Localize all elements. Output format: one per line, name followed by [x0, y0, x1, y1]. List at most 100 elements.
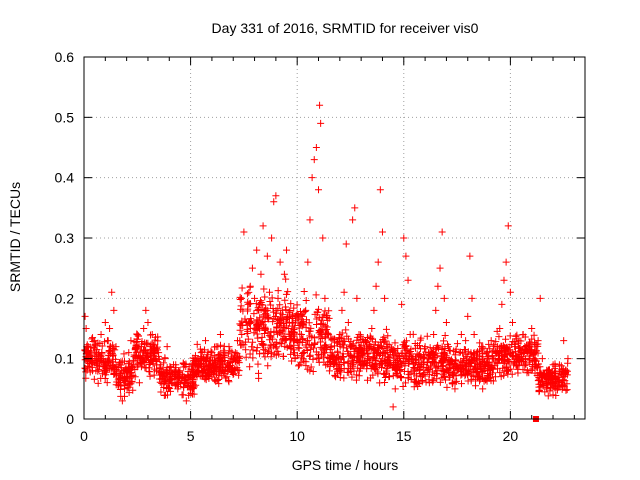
data-point: [488, 362, 496, 370]
data-point: [359, 361, 367, 369]
data-point: [308, 333, 316, 341]
data-point: [194, 362, 202, 370]
data-point: [276, 301, 284, 309]
data-point: [436, 264, 444, 272]
data-point: [141, 364, 149, 372]
data-point: [413, 379, 421, 387]
data-point: [436, 378, 444, 386]
data-point: [349, 354, 357, 362]
data-point: [187, 385, 195, 393]
data-point: [221, 349, 229, 357]
data-point: [298, 353, 306, 361]
data-point: [193, 373, 201, 381]
data-point: [150, 371, 158, 379]
data-point: [336, 361, 344, 369]
data-point: [455, 349, 463, 357]
data-point: [421, 343, 429, 351]
data-point: [508, 352, 516, 360]
data-point: [302, 343, 310, 351]
data-point: [121, 385, 129, 393]
data-point: [449, 379, 457, 387]
data-point: [440, 337, 448, 345]
data-point: [293, 301, 301, 309]
data-point: [300, 349, 308, 357]
data-point: [402, 252, 410, 260]
data-point: [290, 332, 298, 340]
data-point: [91, 337, 99, 345]
data-point: [494, 343, 502, 351]
data-point: [171, 381, 179, 389]
data-point: [282, 290, 290, 298]
data-point: [549, 391, 557, 399]
data-point: [540, 373, 548, 381]
data-point: [259, 222, 267, 230]
data-point: [422, 378, 430, 386]
data-point: [389, 403, 397, 411]
data-point: [534, 337, 542, 345]
data-point: [480, 375, 488, 383]
data-point: [289, 318, 297, 326]
data-point: [432, 306, 440, 314]
x-tick-label: 10: [289, 428, 305, 444]
data-point: [165, 384, 173, 392]
data-point: [381, 378, 389, 386]
data-point: [305, 327, 313, 335]
data-point: [420, 358, 428, 366]
data-point: [208, 349, 216, 357]
data-point: [83, 348, 91, 356]
data-point: [282, 275, 290, 283]
data-point: [285, 325, 293, 332]
data-point: [116, 379, 124, 387]
data-point: [146, 368, 154, 376]
data-point: [382, 325, 390, 333]
data-point: [467, 350, 475, 358]
data-point: [132, 338, 140, 346]
data-point: [236, 355, 244, 363]
data-point: [223, 373, 231, 381]
data-point: [321, 342, 329, 350]
data-point: [316, 101, 324, 109]
data-point: [274, 347, 282, 355]
data-point: [235, 367, 243, 375]
data-point: [315, 358, 323, 366]
data-point: [537, 383, 545, 391]
data-point: [539, 377, 547, 385]
data-point: [206, 361, 214, 369]
data-point: [146, 343, 154, 351]
data-point: [420, 351, 428, 359]
data-point: [321, 322, 329, 330]
data-point: [236, 293, 244, 301]
data-point: [370, 306, 378, 314]
data-point: [136, 359, 144, 367]
data-point: [317, 119, 325, 127]
data-point: [94, 379, 102, 387]
data-point: [246, 363, 254, 371]
data-point: [319, 353, 327, 361]
data-point: [471, 351, 479, 359]
data-point: [459, 355, 467, 363]
data-point: [175, 367, 183, 375]
data-point: [254, 320, 262, 328]
data-point: [172, 373, 180, 381]
data-point: [333, 365, 341, 373]
data-point: [193, 340, 201, 348]
data-point: [253, 324, 261, 332]
data-point: [338, 306, 346, 314]
data-point: [429, 357, 437, 365]
data-point: [399, 383, 407, 391]
data-point: [161, 377, 169, 385]
data-point: [267, 301, 275, 309]
data-point: [251, 294, 259, 302]
data-point: [306, 351, 314, 359]
data-point: [466, 362, 474, 370]
data-point: [457, 331, 465, 339]
data-point: [281, 296, 289, 304]
data-point: [498, 300, 506, 308]
data-point: [270, 314, 278, 322]
data-point: [461, 346, 469, 354]
data-point: [231, 349, 239, 357]
data-point: [477, 361, 485, 369]
data-point: [157, 361, 165, 369]
data-point: [267, 328, 275, 336]
data-point: [507, 365, 515, 373]
